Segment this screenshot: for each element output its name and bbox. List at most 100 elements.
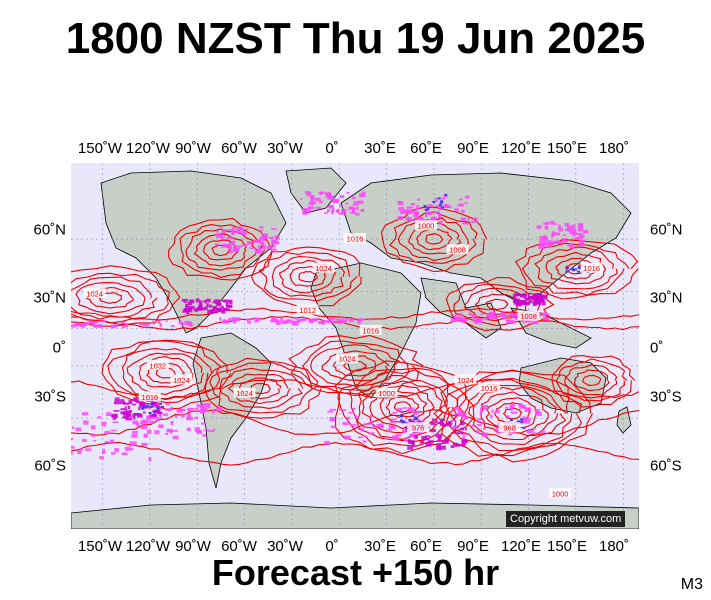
isobar-line — [385, 396, 420, 418]
rain-patch — [468, 312, 472, 316]
rain-patch — [352, 407, 356, 410]
isobar-line — [551, 355, 636, 408]
rain-patch — [259, 236, 266, 241]
rain-patch — [163, 413, 169, 416]
isobar-label-bg — [375, 387, 398, 398]
rain-patch — [357, 200, 364, 204]
rain-patch — [189, 300, 193, 303]
rain-patch — [212, 300, 218, 304]
rain-patch — [114, 448, 119, 453]
isobar-line — [521, 242, 630, 296]
rain-patch — [120, 400, 126, 404]
rain-patch — [528, 300, 533, 304]
rain-patch — [512, 296, 517, 300]
rain-patch — [274, 235, 280, 239]
rain-patch — [425, 214, 428, 218]
rain-patch — [80, 324, 83, 327]
north-america-land — [100, 170, 287, 334]
rain-patch — [136, 422, 140, 427]
isobar-label: 1024 — [457, 376, 474, 385]
heavy-rain-patch — [145, 404, 149, 407]
rain-patch — [439, 423, 447, 426]
rain-patch — [562, 238, 566, 241]
rain-patch — [460, 427, 465, 431]
rain-patch — [98, 324, 102, 328]
rain-patch — [308, 318, 311, 323]
rain-patch — [339, 195, 345, 199]
rain-patch — [310, 197, 315, 202]
isobar-label: 1000 — [378, 389, 395, 398]
rain-patch — [140, 402, 146, 405]
rain-patch — [141, 442, 148, 447]
rain-patch — [414, 410, 419, 415]
rain-patch — [225, 302, 229, 307]
isobar-label-bg — [498, 422, 521, 433]
rain-patch — [112, 421, 119, 423]
lon-label: 120˚W — [125, 140, 171, 157]
rain-patch — [416, 217, 422, 220]
rain-patch — [388, 425, 395, 428]
rain-patch — [180, 322, 185, 325]
rain-patch — [495, 409, 500, 413]
rain-patch — [555, 240, 563, 244]
rain-patch — [505, 415, 510, 418]
isobar-label-bg — [415, 220, 437, 231]
heavy-rain-patch — [432, 200, 436, 203]
rain-patch — [181, 298, 189, 302]
lat-label: 60˚N — [33, 221, 66, 239]
rain-patch — [188, 308, 191, 312]
rain-patch — [540, 312, 548, 316]
rain-patch — [226, 306, 233, 308]
heavy-rain-patch — [519, 420, 523, 423]
rain-patch — [353, 201, 359, 204]
rain-patch — [364, 435, 368, 437]
rain-patch — [567, 228, 571, 232]
rain-patch — [140, 420, 146, 425]
rain-patch — [152, 401, 156, 406]
isobar-label-bg — [336, 353, 359, 364]
rain-patch — [363, 423, 371, 425]
rain-patch — [546, 242, 554, 244]
rain-patch — [563, 234, 566, 236]
lon-label: 90˚W — [175, 140, 211, 157]
new-zealand-land — [616, 406, 632, 434]
rain-patch — [541, 429, 545, 434]
rain-patch — [351, 196, 356, 199]
rain-patch — [262, 245, 267, 250]
lon-label: 150˚W — [77, 538, 123, 555]
rain-patch — [484, 318, 488, 321]
rain-patch — [319, 200, 323, 204]
isobar-label: 1016 — [362, 326, 379, 335]
rain-patch — [482, 407, 489, 410]
rain-patch — [572, 234, 576, 237]
rain-patch — [196, 430, 202, 434]
heavy-rain-patch — [444, 193, 448, 196]
rain-patch — [459, 313, 463, 316]
heavy-rain-patch — [571, 269, 575, 272]
rain-patch — [438, 206, 443, 211]
rain-patch — [471, 424, 474, 427]
heavy-rain-patch — [400, 413, 404, 416]
precipitation-overlay — [71, 191, 590, 462]
rain-patch — [286, 319, 290, 324]
rain-patch — [499, 312, 507, 317]
rain-patch — [508, 433, 512, 436]
lon-label: 120˚E — [500, 140, 542, 157]
rain-patch — [431, 216, 437, 220]
rain-patch — [395, 434, 401, 437]
rain-patch — [539, 295, 542, 299]
rain-patch — [480, 407, 483, 412]
rain-patch — [131, 434, 138, 438]
rain-patch — [359, 193, 366, 198]
rain-patch — [398, 201, 404, 206]
rain-patch — [234, 248, 240, 250]
rain-patch — [424, 438, 430, 441]
rain-patch — [124, 324, 129, 328]
isobar-line — [321, 350, 390, 382]
rain-patch — [522, 416, 528, 421]
rain-patch — [137, 413, 143, 418]
rain-patch — [327, 205, 333, 208]
rain-patch — [204, 300, 207, 304]
lat-lon-grid — [71, 163, 639, 529]
rain-patch — [327, 410, 334, 413]
